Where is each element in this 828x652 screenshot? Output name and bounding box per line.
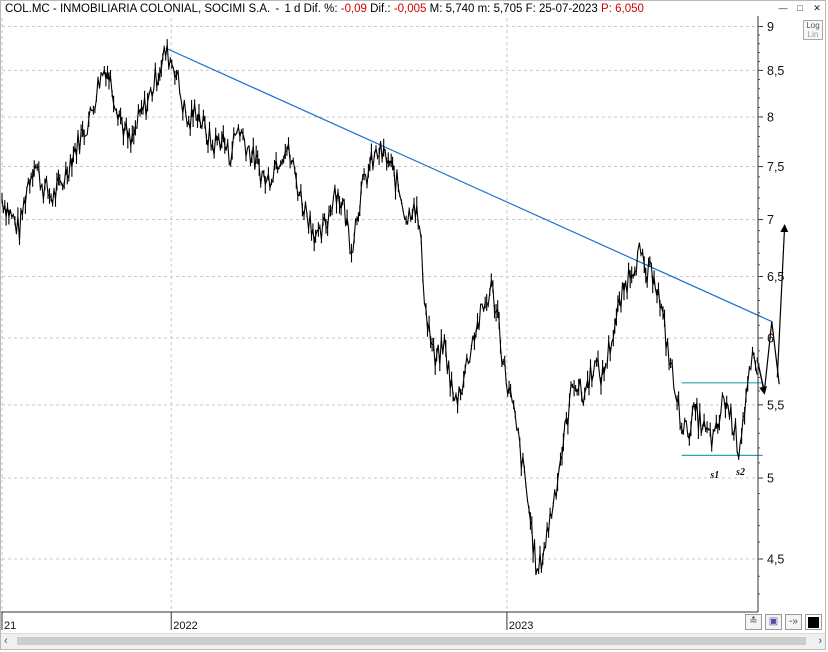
- y-tick-label: 7: [767, 213, 774, 227]
- trendlines: [165, 47, 773, 456]
- min-label: m:: [477, 3, 491, 15]
- y-tick-label: 7,5: [767, 160, 784, 174]
- max-value: 5,740: [445, 3, 475, 15]
- date-label: F:: [525, 3, 536, 15]
- dif-label: Dif.:: [370, 3, 391, 15]
- log-scale-button[interactable]: Log Lin: [803, 20, 823, 40]
- chart-toolbar: ≛ ▣ -»: [745, 614, 822, 630]
- period-label: 1 d: [284, 3, 301, 15]
- x-tick-label: 21: [4, 620, 16, 632]
- dif-pct-label: Dif. %:: [303, 3, 338, 15]
- price-series: [1, 39, 758, 576]
- save-icon[interactable]: ▣: [765, 614, 782, 630]
- grid: [1, 18, 758, 612]
- dif-value: -0,005: [393, 3, 427, 15]
- maximize-icon[interactable]: □: [797, 3, 803, 13]
- y-tick-label: 8,5: [767, 64, 784, 78]
- scroll-right-icon[interactable]: ›: [818, 635, 822, 647]
- lin-label: Lin: [807, 30, 819, 39]
- close-icon[interactable]: ✕: [813, 3, 821, 13]
- annotation-label: s2: [735, 467, 745, 478]
- projection-arrow: [776, 224, 789, 378]
- axes: 9 8,5 8 7,5 7 6,5 6 5,5 5 4,5 21 2022 2023: [1, 16, 784, 632]
- chart-header: COL.MC - INMOBILIARIA COLONIAL, SOCIMI S…: [5, 3, 644, 15]
- scroll-left-icon[interactable]: ‹: [4, 635, 8, 647]
- x-tick-label: 2023: [509, 620, 533, 632]
- scroll-thumb[interactable]: [17, 637, 806, 645]
- collapse-icon[interactable]: ≛: [745, 614, 762, 630]
- log-label: Log: [806, 21, 820, 30]
- series-line: [1, 39, 758, 576]
- horizontal-scrollbar[interactable]: ‹ ›: [1, 633, 825, 649]
- ticker-name: COL.MC - INMOBILIARIA COLONIAL, SOCIMI S…: [5, 3, 271, 15]
- trendline-resistance: [165, 47, 773, 323]
- pin-icon[interactable]: -»: [785, 614, 802, 630]
- y-tick-label: 6,5: [767, 270, 784, 284]
- price-label: P:: [601, 3, 612, 15]
- color-swatch-icon[interactable]: [805, 614, 822, 630]
- y-tick-label: 5: [767, 472, 774, 486]
- price-value: 6,050: [615, 3, 644, 15]
- annotations: s1 s2: [709, 467, 745, 481]
- date-value: 25-07-2023: [539, 3, 598, 15]
- annotation-label: s1: [709, 470, 719, 481]
- max-label: M:: [429, 3, 443, 15]
- y-tick-label: 8: [767, 110, 774, 124]
- x-tick-label: 2022: [173, 620, 197, 632]
- window-controls: — □ ✕: [776, 3, 824, 14]
- y-tick-label: 5,5: [767, 398, 784, 412]
- y-tick-label: 9: [767, 20, 774, 34]
- minimize-icon[interactable]: —: [778, 3, 788, 13]
- projection: [756, 224, 789, 395]
- min-value: 5,705: [493, 3, 523, 15]
- y-tick-label: 4,5: [767, 552, 784, 566]
- dif-pct-value: -0,09: [340, 3, 367, 15]
- y-tick-label: 6: [767, 331, 774, 345]
